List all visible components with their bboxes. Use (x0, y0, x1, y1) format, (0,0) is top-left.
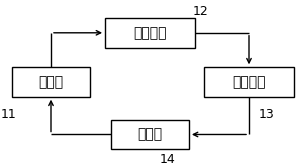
Text: 12: 12 (193, 5, 209, 18)
Text: 地冷管路: 地冷管路 (133, 26, 167, 40)
Text: 蒸发器: 蒸发器 (137, 127, 163, 142)
FancyBboxPatch shape (105, 18, 195, 48)
Text: 压缩机: 压缩机 (38, 75, 64, 89)
FancyBboxPatch shape (111, 120, 189, 149)
Text: 14: 14 (160, 153, 176, 164)
Text: 11: 11 (1, 108, 17, 121)
Text: 13: 13 (259, 108, 275, 121)
FancyBboxPatch shape (12, 67, 90, 97)
Text: 节流装置: 节流装置 (232, 75, 266, 89)
FancyBboxPatch shape (204, 67, 294, 97)
